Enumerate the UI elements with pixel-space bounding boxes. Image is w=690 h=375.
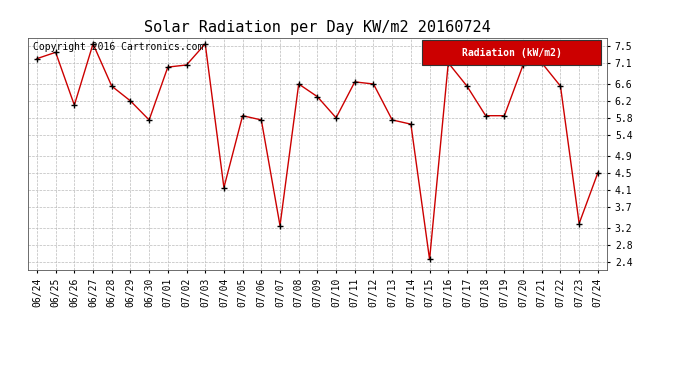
Text: Radiation (kW/m2): Radiation (kW/m2) <box>462 48 562 58</box>
Bar <box>422 40 602 65</box>
Text: Copyright 2016 Cartronics.com: Copyright 2016 Cartronics.com <box>33 42 204 52</box>
Title: Solar Radiation per Day KW/m2 20160724: Solar Radiation per Day KW/m2 20160724 <box>144 20 491 35</box>
